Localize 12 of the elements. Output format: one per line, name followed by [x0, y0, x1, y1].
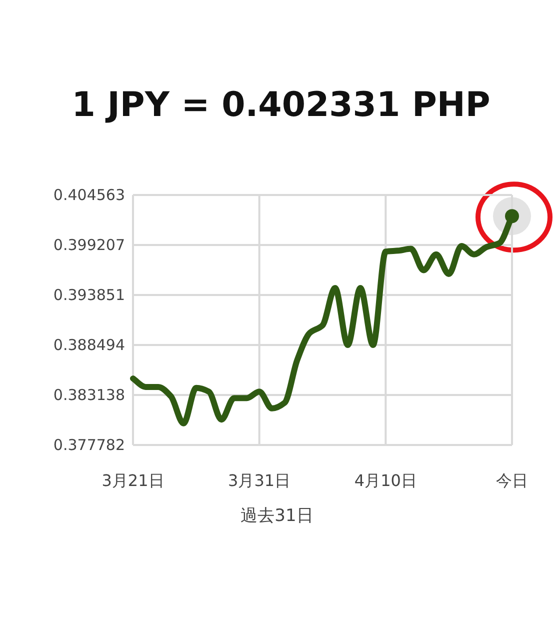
xtick: 3月21日 [102, 471, 164, 490]
ytick: 0.399207 [53, 236, 125, 254]
xlabel: 過去31日 [240, 506, 314, 526]
xtick: 4月10日 [354, 471, 417, 490]
ytick: 0.404563 [53, 186, 125, 204]
title: 1 JPY = 0.402331 PHP [72, 85, 490, 125]
ytick: 0.383138 [53, 386, 125, 404]
xtick: 今日 [496, 471, 528, 490]
ytick: 0.388494 [53, 336, 125, 354]
ytick: 0.377782 [53, 436, 125, 454]
ytick: 0.393851 [53, 286, 125, 304]
xtick: 3月31日 [228, 471, 291, 490]
